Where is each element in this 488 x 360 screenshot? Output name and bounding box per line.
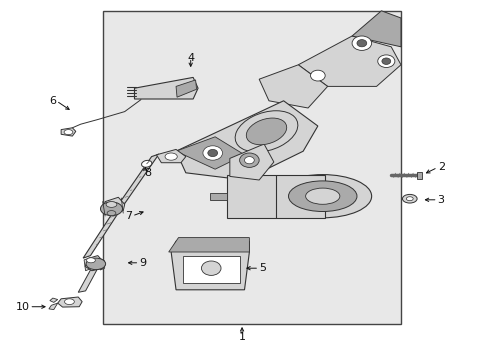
Ellipse shape [273, 175, 371, 218]
Ellipse shape [246, 118, 286, 145]
Polygon shape [100, 259, 104, 270]
Polygon shape [210, 193, 227, 200]
Polygon shape [78, 268, 98, 292]
Ellipse shape [141, 160, 152, 167]
Polygon shape [229, 144, 273, 180]
Ellipse shape [402, 194, 416, 203]
Polygon shape [259, 65, 327, 108]
Ellipse shape [164, 153, 177, 160]
Polygon shape [61, 128, 76, 136]
Ellipse shape [107, 211, 116, 216]
Ellipse shape [406, 197, 412, 201]
Bar [416, 172, 422, 179]
Ellipse shape [310, 70, 325, 81]
Ellipse shape [244, 157, 254, 164]
Polygon shape [176, 101, 317, 180]
Polygon shape [351, 11, 400, 47]
Polygon shape [171, 241, 249, 290]
Ellipse shape [203, 146, 222, 160]
Ellipse shape [235, 111, 297, 152]
Text: 1: 1 [238, 332, 245, 342]
Ellipse shape [288, 181, 356, 211]
Polygon shape [183, 256, 239, 283]
Ellipse shape [381, 58, 390, 64]
Ellipse shape [377, 55, 394, 68]
Polygon shape [85, 256, 103, 271]
Ellipse shape [101, 202, 122, 216]
Text: 8: 8 [144, 168, 151, 178]
Ellipse shape [106, 202, 117, 207]
Ellipse shape [356, 40, 366, 47]
Ellipse shape [64, 130, 73, 135]
Polygon shape [168, 238, 249, 252]
Polygon shape [83, 211, 120, 258]
Polygon shape [176, 80, 196, 97]
Polygon shape [112, 154, 159, 213]
Text: 9: 9 [139, 258, 146, 268]
Ellipse shape [201, 261, 221, 275]
Ellipse shape [305, 188, 339, 204]
Bar [227, 175, 325, 218]
Text: 4: 4 [187, 53, 194, 63]
Text: 10: 10 [15, 302, 29, 312]
Polygon shape [176, 137, 244, 169]
Ellipse shape [207, 149, 217, 157]
Ellipse shape [86, 258, 105, 270]
Ellipse shape [64, 299, 74, 305]
Polygon shape [134, 77, 198, 99]
Polygon shape [84, 258, 92, 271]
Ellipse shape [239, 153, 259, 167]
Polygon shape [298, 36, 400, 86]
Polygon shape [58, 297, 82, 307]
Ellipse shape [351, 36, 371, 50]
Text: 7: 7 [124, 211, 132, 221]
Text: 2: 2 [437, 162, 444, 172]
Text: 6: 6 [49, 96, 56, 106]
Polygon shape [102, 197, 124, 214]
Text: 3: 3 [437, 195, 444, 205]
Text: 5: 5 [259, 263, 265, 273]
Ellipse shape [86, 258, 95, 263]
Polygon shape [49, 303, 58, 310]
Bar [102, 11, 400, 324]
Polygon shape [50, 298, 58, 302]
Polygon shape [156, 149, 185, 163]
